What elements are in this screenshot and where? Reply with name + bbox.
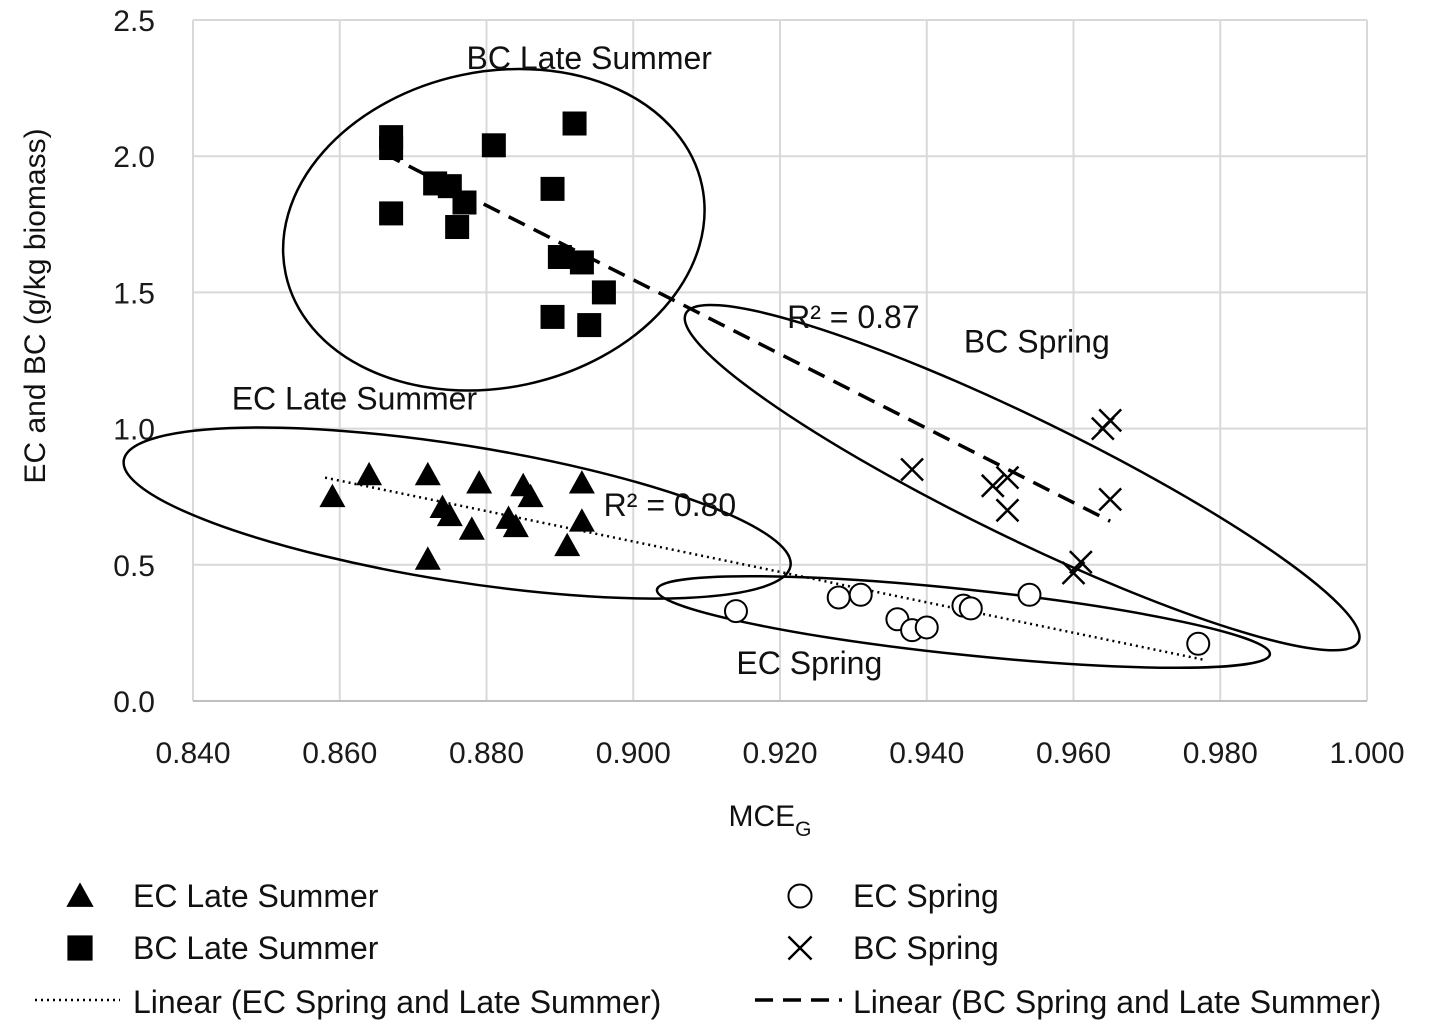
x-tick-label-1: 0.860 (302, 737, 377, 770)
point-square-1-8 (540, 176, 565, 201)
y-tick-label-0: 0.0 (113, 686, 155, 719)
annotations: BC Late Summer EC Late Summer BC Spring EC … (232, 40, 1110, 681)
cluster-ellipse-0 (281, 67, 706, 392)
r2-label-1: R² = 0.87 (787, 299, 920, 335)
point-cross-3-8 (1098, 487, 1123, 512)
point-circle-2-5 (914, 615, 939, 640)
r2-label-0: R² = 0.80 (604, 487, 737, 523)
point-triangle-0-12 (554, 532, 581, 557)
point-cross-3-1 (980, 473, 1005, 498)
legend-label-2: BC Late Summer (133, 930, 379, 966)
legend-marker-3 (787, 935, 813, 961)
legend-marker-1 (787, 883, 813, 909)
cluster-ellipses (122, 67, 1361, 670)
cluster-label-3: EC Spring (736, 645, 882, 681)
x-tick-label-0: 0.840 (155, 737, 230, 770)
point-cross-3-5 (1068, 550, 1093, 574)
y-tick-label-1: 0.5 (113, 550, 155, 583)
point-triangle-0-0 (319, 483, 346, 508)
cluster-label-1: EC Late Summer (232, 381, 478, 417)
point-circle-2-0 (723, 599, 748, 624)
cluster-label-2: BC Spring (964, 323, 1110, 359)
point-triangle-0-13 (568, 470, 595, 494)
point-square-1-6 (445, 215, 470, 240)
y-tick-label-4: 2.0 (113, 141, 155, 174)
y-tick-label-2: 1.0 (113, 414, 155, 447)
x-tick-label-5: 0.940 (889, 737, 964, 770)
point-triangle-0-2 (414, 461, 441, 486)
legend-marker-2 (67, 935, 93, 961)
legend-label-1: EC Spring (853, 878, 999, 914)
point-triangle-0-3 (414, 546, 441, 570)
point-triangle-0-7 (466, 470, 493, 494)
point-triangle-0-1 (356, 461, 383, 486)
trendlines (324, 151, 1206, 662)
y-axis-title: EC and BC (g/kg biomass) (19, 128, 52, 483)
legend: EC Late Summer EC Spring BC Late Summer BC … (35, 878, 1381, 1020)
point-circle-2-7 (958, 596, 983, 621)
legend-label-0: EC Late Summer (133, 878, 379, 914)
x-tick-label-4: 0.920 (742, 737, 817, 770)
grid-lines (192, 19, 1368, 702)
legend-marker-0 (66, 882, 94, 907)
point-square-1-14 (591, 280, 616, 305)
point-triangle-0-14 (568, 508, 595, 532)
x-tick-label-6: 0.960 (1036, 737, 1111, 770)
point-circle-2-9 (1186, 631, 1211, 656)
point-square-1-12 (569, 250, 594, 275)
x-tick-label-3: 0.900 (596, 737, 671, 770)
point-triangle-0-5 (436, 502, 463, 527)
cluster-ellipse-1 (122, 426, 792, 600)
point-cross-3-4 (1061, 561, 1086, 585)
point-square-1-2 (379, 201, 404, 226)
point-cross-3-2 (995, 465, 1020, 490)
legend-label-4: Linear (EC Spring and Late Summer) (133, 984, 661, 1020)
point-circle-2-1 (826, 585, 851, 610)
point-triangle-0-6 (458, 516, 485, 540)
point-triangle-0-9 (502, 513, 529, 538)
legend-label-5: Linear (BC Spring and Late Summer) (853, 984, 1381, 1020)
point-circle-2-2 (848, 582, 873, 607)
y-tick-label-5: 2.5 (113, 5, 155, 38)
x-axis-title: MCEG (728, 800, 811, 841)
cluster-ellipse-3 (655, 574, 1272, 670)
point-square-1-11 (562, 111, 587, 136)
point-triangle-0-11 (517, 483, 544, 508)
legend-label-3: BC Spring (853, 930, 999, 966)
x-axis-title-subscript: G (795, 818, 811, 841)
axis-titles: MCEG EC and BC (g/kg biomass) (19, 128, 812, 841)
y-tick-label-3: 1.5 (113, 277, 155, 310)
point-square-1-1 (379, 125, 404, 150)
x-tick-label-7: 0.980 (1183, 737, 1258, 770)
cluster-ellipse-2 (683, 303, 1361, 652)
point-square-1-5 (452, 190, 477, 215)
point-square-1-7 (481, 133, 506, 158)
point-square-1-13 (577, 313, 602, 338)
point-square-1-10 (540, 304, 565, 329)
tick-labels: 0.840 0.860 0.880 0.900 0.920 0.940 0.960 0.980… (113, 5, 1404, 770)
trendline-1 (382, 151, 1111, 523)
point-circle-2-8 (1017, 582, 1042, 607)
data-points (319, 111, 1211, 656)
cluster-label-0: BC Late Summer (467, 40, 713, 76)
x-tick-label-8: 1.000 (1329, 737, 1404, 770)
point-square-1-9 (547, 244, 572, 269)
point-cross-3-3 (995, 498, 1020, 523)
point-cross-3-7 (1098, 408, 1123, 433)
point-cross-3-0 (900, 457, 924, 482)
x-tick-label-2: 0.880 (449, 737, 524, 770)
